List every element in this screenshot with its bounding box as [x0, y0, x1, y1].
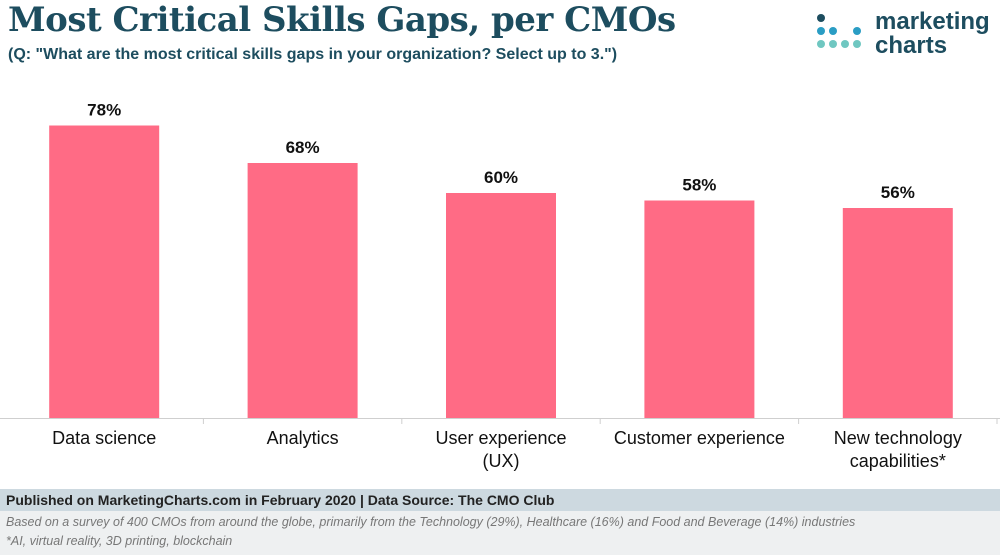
logo-dot [817, 40, 825, 48]
footer-published: Published on MarketingCharts.com in Febr… [6, 492, 555, 508]
data-label: 56% [881, 183, 915, 202]
logo-dot [841, 40, 849, 48]
category-label: Analytics [267, 428, 339, 448]
chart-subtitle: (Q: "What are the most critical skills g… [8, 46, 618, 63]
footer-survey-note: Based on a survey of 400 CMOs from aroun… [6, 515, 856, 529]
bar [247, 163, 358, 418]
data-label: 68% [286, 138, 320, 157]
footer: Published on MarketingCharts.com in Febr… [0, 489, 1000, 555]
bar [446, 193, 556, 418]
logo-dot [817, 27, 825, 35]
logo-dot [829, 40, 837, 48]
logo-dot [817, 14, 825, 22]
footer-footnote: *AI, virtual reality, 3D printing, block… [6, 534, 233, 548]
logo-dot [853, 40, 861, 48]
logo-dot [829, 27, 837, 35]
logo-dot [853, 27, 861, 35]
data-label: 58% [682, 176, 716, 195]
category-label: User experience [435, 428, 566, 448]
bar-chart: 78% Data science 68% Analytics 60% User exper… [0, 101, 1000, 471]
category-label: Customer experience [614, 428, 785, 448]
footer-bar: Published on MarketingCharts.com in Febr… [0, 489, 1000, 511]
category-label: capabilities* [850, 451, 946, 471]
logo-line2: charts [875, 32, 948, 59]
category-label: New technology [834, 428, 962, 448]
marketing-charts-logo[interactable]: marketing charts [815, 10, 995, 60]
logo-line1: marketing [875, 8, 990, 35]
data-label: 78% [87, 101, 121, 120]
bar [644, 200, 755, 418]
category-label: (UX) [483, 451, 520, 471]
data-label: 60% [484, 168, 518, 187]
category-label: Data science [52, 428, 156, 448]
logo-dots-icon [817, 14, 861, 48]
bar [842, 208, 953, 418]
bar [49, 125, 160, 418]
chart-title: Most Critical Skills Gaps, per CMOs [8, 0, 676, 40]
